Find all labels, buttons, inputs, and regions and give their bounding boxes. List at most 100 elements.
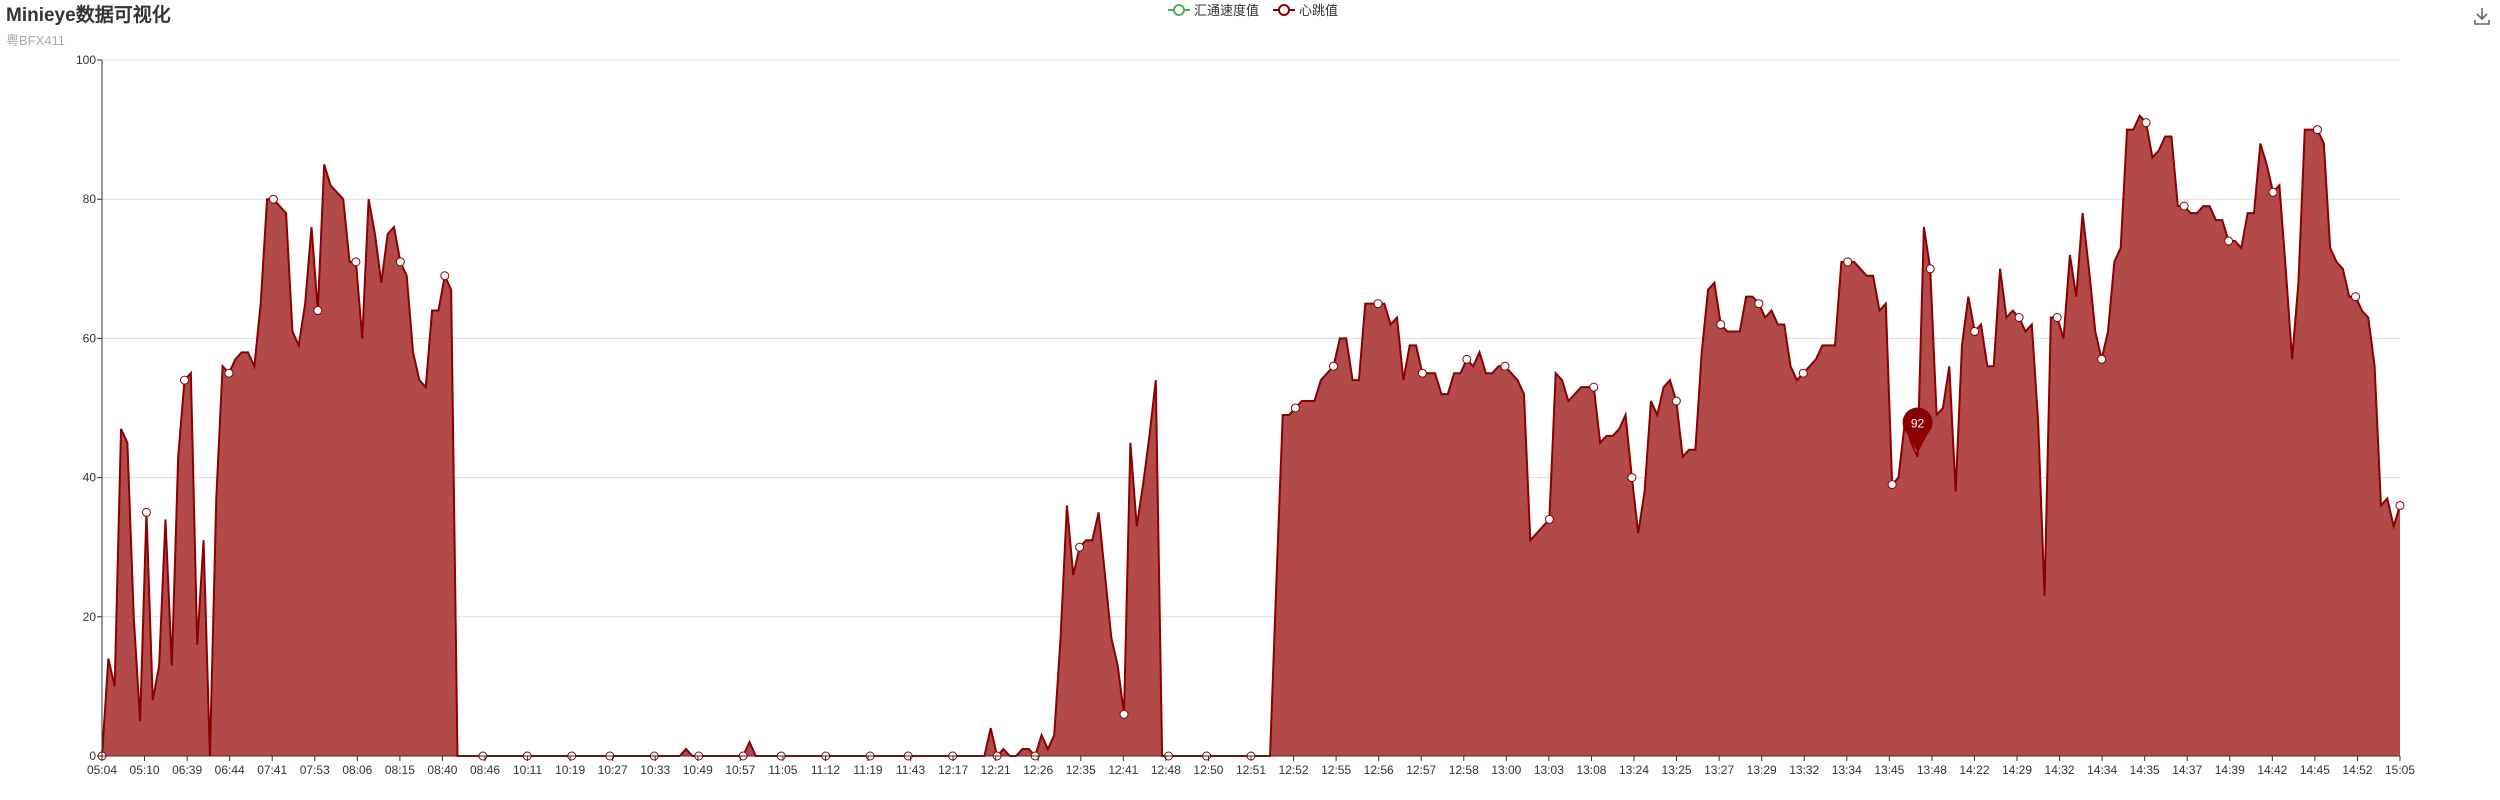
x-tick-label: 10:27 xyxy=(598,763,628,777)
data-point xyxy=(1544,514,1554,524)
data-point xyxy=(1843,257,1853,267)
legend-heartbeat-marker-icon xyxy=(1273,3,1296,16)
data-point xyxy=(2014,313,2024,323)
y-tick-label: 40 xyxy=(83,471,97,485)
x-tick-label: 13:32 xyxy=(1789,763,1819,777)
x-tick-label: 14:37 xyxy=(2172,763,2202,777)
heartbeat-series xyxy=(101,113,2401,759)
legend-label-speed: 汇通速度值 xyxy=(1194,3,1260,18)
data-point xyxy=(1671,396,1681,406)
data-point xyxy=(1119,709,1129,719)
data-point xyxy=(180,375,190,385)
x-tick-label: 14:32 xyxy=(2045,763,2075,777)
x-tick-label: 07:41 xyxy=(257,763,287,777)
x-tick-label: 11:05 xyxy=(768,763,797,777)
x-tick-label: 12:56 xyxy=(1364,763,1394,777)
x-tick-label: 12:35 xyxy=(1066,763,1096,777)
data-point xyxy=(1754,299,1764,309)
x-tick-label: 14:52 xyxy=(2342,763,2372,777)
x-tick-label: 08:15 xyxy=(385,763,415,777)
chart-subtitle: 粤BFX411 xyxy=(6,33,66,48)
x-tick-label: 12:55 xyxy=(1321,763,1351,777)
x-tick-label: 05:04 xyxy=(87,763,117,777)
chart-title: Minieye数据可视化 xyxy=(6,5,171,26)
x-tick-label: 13:29 xyxy=(1747,763,1777,777)
data-point xyxy=(2268,187,2278,197)
data-point xyxy=(1970,326,1980,336)
data-point xyxy=(1462,354,1472,364)
x-tick-label: 11:43 xyxy=(896,763,925,777)
data-point xyxy=(1290,403,1300,413)
data-point xyxy=(141,507,151,517)
x-tick-label: 12:21 xyxy=(981,763,1011,777)
data-point xyxy=(2141,118,2151,128)
x-tick-label: 14:22 xyxy=(1959,763,1989,777)
x-tick-label: 12:26 xyxy=(1023,763,1053,777)
max-pin xyxy=(1902,407,1933,453)
x-tick-label: 13:00 xyxy=(1491,763,1521,777)
x-tick-label: 08:40 xyxy=(427,763,457,777)
data-point xyxy=(1500,361,1510,371)
legend-speed-marker-icon xyxy=(1168,3,1190,16)
x-tick-label: 14:34 xyxy=(2087,763,2117,777)
x-tick-label: 10:57 xyxy=(725,763,755,777)
data-point xyxy=(440,271,450,281)
x-tick-label: 12:51 xyxy=(1236,763,1266,777)
x-tick-label: 14:42 xyxy=(2257,763,2287,777)
x-tick-label: 08:46 xyxy=(470,763,500,777)
data-point xyxy=(1716,319,1726,329)
data-point xyxy=(1329,361,1339,371)
data-point xyxy=(1798,368,1808,378)
x-tick-label: 06:44 xyxy=(215,763,245,777)
data-point xyxy=(2224,236,2234,246)
legend: 汇通速度值 心跳值 xyxy=(1168,0,1338,19)
data-point xyxy=(268,194,278,204)
x-tick-label: 13:48 xyxy=(1917,763,1947,777)
x-tick-label: 12:57 xyxy=(1406,763,1436,777)
x-tick-label: 15:05 xyxy=(2385,763,2415,777)
data-point xyxy=(2312,125,2322,135)
max-marker: 92 xyxy=(1902,407,1933,453)
x-tick-label: 13:34 xyxy=(1832,763,1862,777)
x-tick-label: 14:35 xyxy=(2130,763,2160,777)
x-tick-label: 12:58 xyxy=(1449,763,1479,777)
x-tick-label: 12:48 xyxy=(1151,763,1181,777)
x-tick-label: 06:39 xyxy=(172,763,202,777)
data-point xyxy=(1627,473,1637,483)
data-point xyxy=(2097,354,2107,364)
legend-item-heartbeat[interactable]: 心跳值 xyxy=(1273,0,1338,19)
legend-label-heartbeat: 心跳值 xyxy=(1299,3,1339,18)
data-point xyxy=(395,257,405,267)
data-point xyxy=(2351,292,2361,302)
x-axis-ticks: 05:04 05:10 06:39 06:44 07:41 07:53 08:06 08:15… xyxy=(87,756,2415,777)
x-tick-label: 11:19 xyxy=(853,763,882,777)
x-tick-label: 08:06 xyxy=(342,763,372,777)
x-tick-label: 05:10 xyxy=(130,763,160,777)
x-tick-label: 12:17 xyxy=(938,763,968,777)
y-tick-label: 0 xyxy=(89,749,96,763)
x-tick-label: 13:08 xyxy=(1576,763,1606,777)
x-tick-label: 13:03 xyxy=(1534,763,1564,777)
y-axis-ticks: 0 20 40 60 80 100 xyxy=(76,53,102,763)
x-tick-label: 13:24 xyxy=(1619,763,1649,777)
data-point xyxy=(1887,480,1897,490)
x-tick-label: 12:50 xyxy=(1193,763,1223,777)
x-tick-label: 13:45 xyxy=(1874,763,1904,777)
heartbeat-area xyxy=(102,115,2400,757)
data-point xyxy=(1589,382,1599,392)
data-point xyxy=(1925,264,1935,274)
x-tick-label: 14:29 xyxy=(2002,763,2032,777)
x-tick-label: 10:33 xyxy=(640,763,670,777)
data-point xyxy=(1417,368,1427,378)
data-point xyxy=(2179,201,2189,211)
download-icon[interactable] xyxy=(2472,6,2492,26)
x-tick-label: 13:27 xyxy=(1704,763,1734,777)
x-tick-label: 10:19 xyxy=(555,763,585,777)
data-point xyxy=(1373,299,1383,309)
x-tick-label: 13:25 xyxy=(1662,763,1692,777)
data-point xyxy=(313,306,323,316)
y-tick-label: 60 xyxy=(83,331,97,345)
data-point xyxy=(1075,542,1085,552)
y-tick-label: 20 xyxy=(83,610,97,624)
legend-item-speed[interactable]: 汇通速度值 xyxy=(1168,0,1259,19)
